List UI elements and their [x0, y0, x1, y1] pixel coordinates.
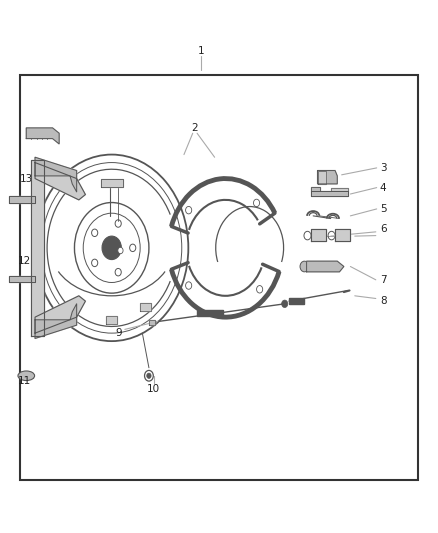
Text: 13: 13 — [20, 174, 33, 183]
Text: 8: 8 — [380, 296, 387, 306]
Polygon shape — [35, 304, 77, 338]
Polygon shape — [9, 276, 35, 282]
Polygon shape — [318, 171, 326, 184]
Circle shape — [130, 244, 136, 252]
Text: 1: 1 — [198, 46, 205, 55]
Text: 9: 9 — [115, 328, 122, 338]
Circle shape — [115, 220, 121, 227]
Polygon shape — [289, 298, 304, 304]
Polygon shape — [101, 179, 123, 187]
Text: 3: 3 — [380, 163, 387, 173]
Polygon shape — [35, 163, 85, 200]
Polygon shape — [311, 191, 348, 196]
Polygon shape — [35, 157, 77, 192]
Polygon shape — [318, 171, 337, 184]
Polygon shape — [197, 310, 223, 316]
Ellipse shape — [18, 371, 35, 381]
Polygon shape — [140, 303, 151, 311]
Polygon shape — [149, 320, 155, 325]
Bar — [20, 75, 418, 480]
Circle shape — [49, 311, 60, 324]
Polygon shape — [307, 261, 344, 272]
Polygon shape — [335, 229, 350, 241]
Circle shape — [186, 282, 192, 289]
Text: 10: 10 — [147, 384, 160, 394]
Polygon shape — [35, 296, 85, 333]
Text: 12: 12 — [18, 256, 31, 266]
Circle shape — [118, 247, 123, 254]
Circle shape — [92, 259, 98, 266]
Text: 4: 4 — [380, 183, 387, 192]
Text: 2: 2 — [191, 123, 198, 133]
Circle shape — [328, 231, 335, 240]
Polygon shape — [31, 160, 44, 336]
Text: 11: 11 — [18, 376, 31, 386]
Circle shape — [145, 370, 153, 381]
Circle shape — [92, 229, 98, 237]
Circle shape — [282, 300, 288, 308]
Text: 7: 7 — [380, 275, 387, 285]
Polygon shape — [311, 187, 320, 191]
Circle shape — [115, 269, 121, 276]
Circle shape — [49, 172, 60, 185]
Polygon shape — [106, 316, 117, 324]
Text: 6: 6 — [380, 224, 387, 234]
Circle shape — [186, 206, 192, 214]
Polygon shape — [26, 128, 59, 144]
Polygon shape — [9, 196, 35, 203]
Circle shape — [102, 236, 121, 260]
Circle shape — [304, 231, 311, 240]
Circle shape — [257, 286, 263, 293]
Text: 5: 5 — [380, 204, 387, 214]
Circle shape — [254, 199, 260, 207]
Polygon shape — [331, 188, 348, 191]
Circle shape — [147, 373, 151, 378]
Polygon shape — [311, 229, 326, 241]
Circle shape — [300, 261, 309, 272]
